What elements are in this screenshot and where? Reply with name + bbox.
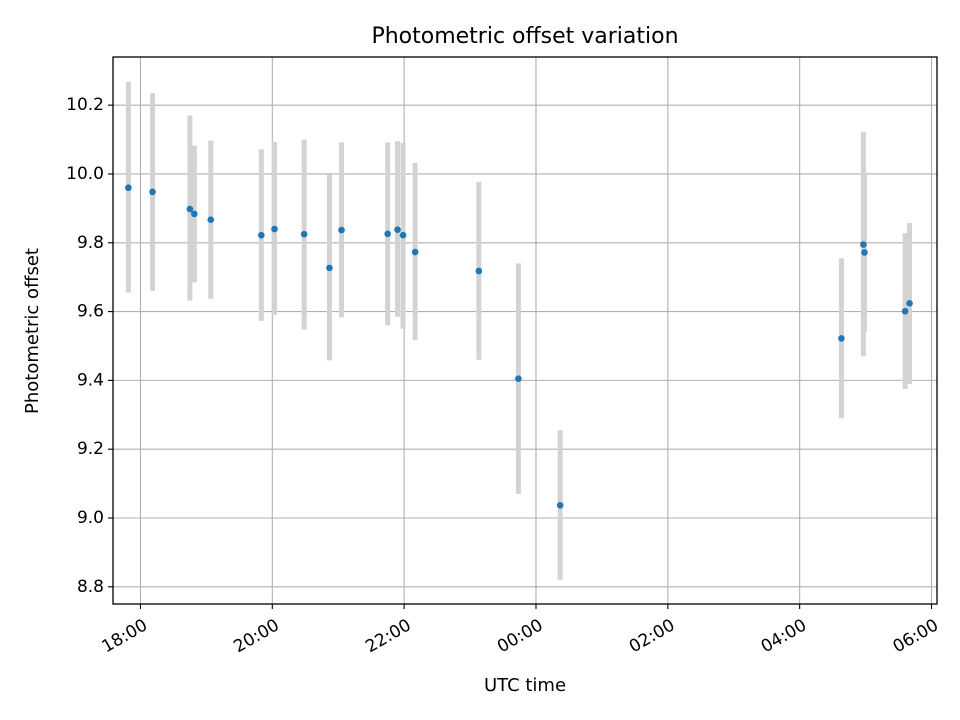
y-axis-label: Photometric offset bbox=[22, 248, 43, 414]
data-point bbox=[186, 205, 194, 213]
x-tick-label: 04:00 bbox=[758, 615, 810, 657]
data-point bbox=[271, 225, 278, 233]
y-tick-label: 9.2 bbox=[77, 439, 104, 459]
x-tick-label: 22:00 bbox=[362, 615, 414, 657]
y-axis-ticks: 8.8 9.0 9.2 9.4 9.6 9.8 10.0 10.2 bbox=[66, 95, 113, 597]
data-point bbox=[556, 501, 564, 509]
data-point bbox=[515, 375, 522, 382]
data-point bbox=[399, 231, 407, 239]
data-point bbox=[901, 307, 909, 315]
data-point bbox=[191, 210, 198, 218]
data-points bbox=[125, 184, 913, 509]
x-tick-label: 00:00 bbox=[494, 615, 546, 657]
plot-frame bbox=[112, 56, 938, 605]
data-point bbox=[258, 231, 265, 239]
data-point bbox=[394, 226, 401, 234]
x-axis-ticks: 18:00 20:00 22:00 00:00 02:00 04:00 06:00 bbox=[99, 604, 942, 657]
x-tick-label: 20:00 bbox=[230, 615, 282, 657]
data-point bbox=[149, 188, 156, 196]
data-point bbox=[475, 267, 483, 275]
data-point bbox=[125, 184, 132, 192]
data-point bbox=[338, 226, 345, 234]
y-tick-label: 10.0 bbox=[66, 164, 104, 184]
y-tick-label: 9.4 bbox=[77, 370, 104, 390]
data-point bbox=[906, 300, 913, 307]
y-tick-label: 9.6 bbox=[77, 302, 104, 322]
data-point bbox=[384, 230, 391, 238]
y-tick-label: 8.8 bbox=[77, 577, 104, 597]
chart-title: Photometric offset variation bbox=[371, 24, 678, 49]
x-tick-label: 18:00 bbox=[99, 615, 151, 657]
data-point bbox=[300, 230, 308, 238]
x-tick-label: 06:00 bbox=[890, 615, 942, 657]
data-point bbox=[861, 249, 868, 256]
x-axis-label: UTC time bbox=[484, 675, 566, 696]
data-point bbox=[411, 248, 419, 256]
y-tick-label: 9.0 bbox=[77, 508, 104, 528]
data-point bbox=[860, 241, 867, 248]
grid bbox=[113, 57, 937, 604]
data-point bbox=[207, 216, 215, 224]
y-tick-label: 10.2 bbox=[66, 95, 104, 115]
error-bars bbox=[125, 81, 913, 580]
data-point bbox=[326, 264, 333, 272]
y-tick-label: 9.8 bbox=[77, 233, 104, 253]
x-tick-label: 02:00 bbox=[626, 615, 678, 657]
data-point bbox=[838, 335, 845, 342]
